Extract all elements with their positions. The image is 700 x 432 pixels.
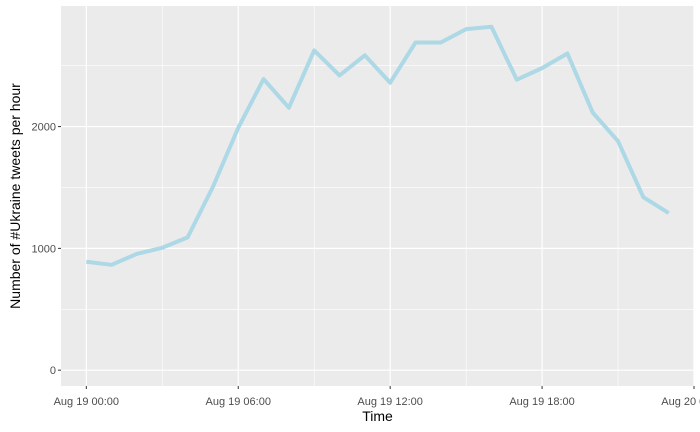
x-tick-label: Aug 19 06:00 [206,396,271,408]
series-line [86,24,670,267]
x-tick-label: Aug 20 00:00 [661,396,700,408]
y-tick-label: 2000 [32,122,56,134]
y-tick-label: 1000 [32,243,56,255]
minor-gridlines [61,6,694,386]
x-tick-label: Aug 19 00:00 [54,396,119,408]
x-axis: Aug 19 00:00 Aug 19 06:00 Aug 19 12:00 Aug … [54,386,700,408]
major-gridlines [61,6,695,386]
y-axis-title: Number of #Ukraine tweets per hour [7,83,23,309]
series-layer [86,24,670,267]
x-tick-label: Aug 19 12:00 [357,396,422,408]
y-axis: 0 1000 2000 [32,122,61,377]
x-tick-label: Aug 19 18:00 [509,396,574,408]
y-tick-label: 0 [50,365,56,377]
x-axis-title: Time [362,408,393,424]
plot-panel [61,6,694,386]
